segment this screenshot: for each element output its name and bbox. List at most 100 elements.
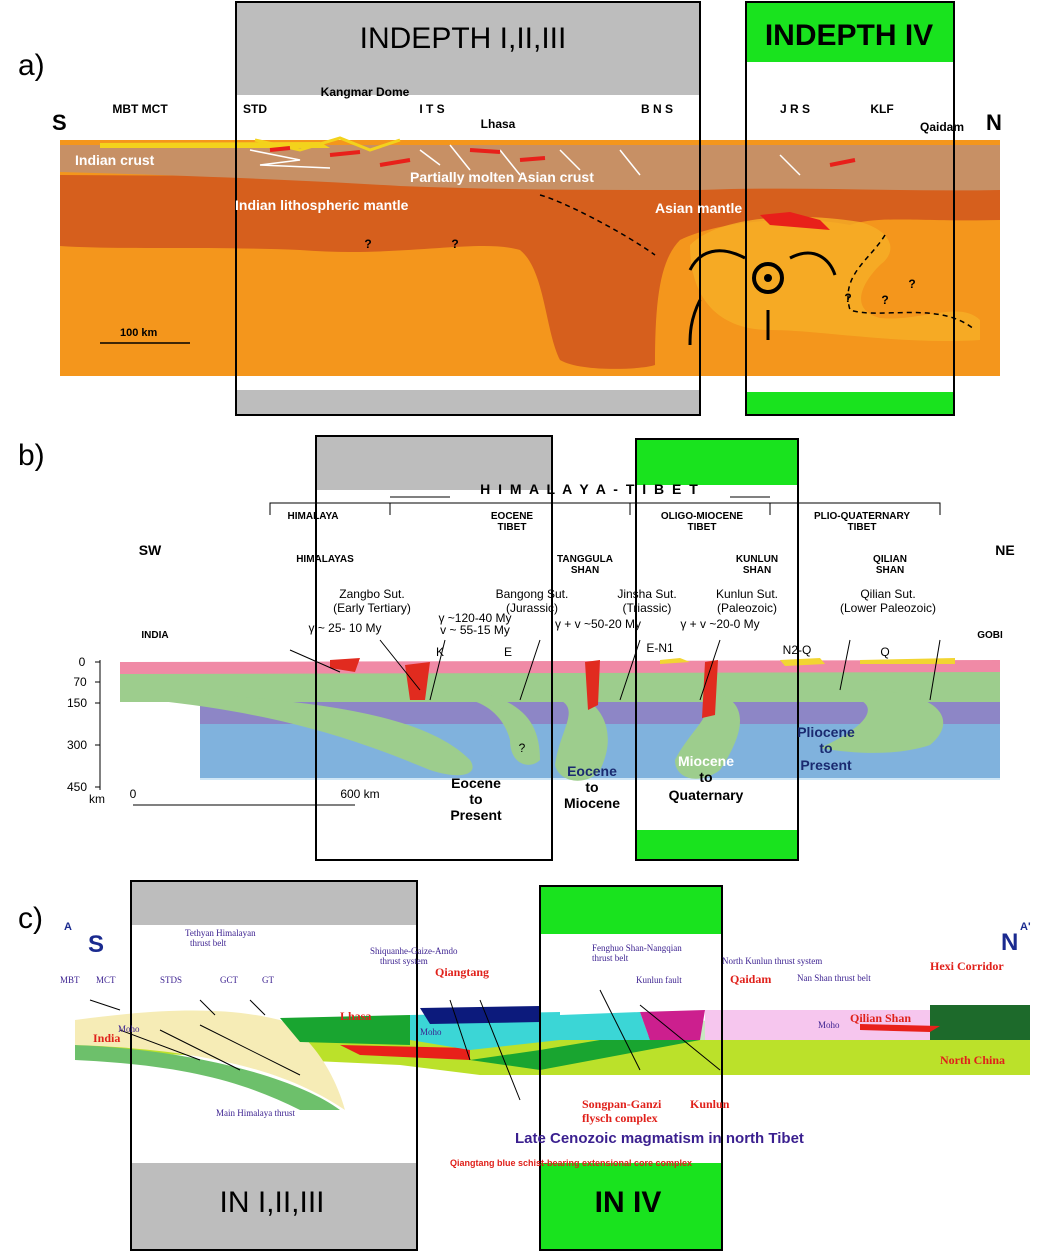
label: γ + v ~20-0 My xyxy=(680,617,759,631)
label: Indian crust xyxy=(75,152,155,168)
label: HIMALAYA xyxy=(288,511,339,522)
label: MBT MCT xyxy=(112,102,168,116)
box xyxy=(131,881,417,925)
label: K xyxy=(436,645,444,659)
label: GCT xyxy=(220,975,239,985)
label: GT xyxy=(262,975,274,985)
label: IN I,II,III xyxy=(219,1186,324,1219)
label: (Paleozoic) xyxy=(717,601,777,615)
label: A xyxy=(64,921,72,933)
label: (Early Tertiary) xyxy=(333,601,411,615)
label: TANGGULA xyxy=(557,554,613,565)
label: H I M A L A Y A - T I B E T xyxy=(480,481,700,497)
label: TIBET xyxy=(848,522,877,533)
label: INDIA xyxy=(141,630,168,641)
label: OLIGO-MIOCENE xyxy=(661,511,744,522)
label: ? xyxy=(519,741,526,755)
label: γ + v ~50-20 My xyxy=(555,617,641,631)
label: Late Cenozoic magmatism in north Tibet xyxy=(515,1130,804,1147)
label: Q xyxy=(880,645,889,659)
label: Qilian Sut. xyxy=(860,587,915,601)
shape xyxy=(640,1010,705,1040)
label: TIBET xyxy=(688,522,717,533)
label: IN IV xyxy=(595,1186,662,1219)
label: Asian mantle xyxy=(655,200,742,216)
label: Lhasa xyxy=(340,1009,371,1023)
label: c) xyxy=(18,902,43,935)
label: S xyxy=(52,110,67,135)
label: to xyxy=(469,791,482,807)
label: Qaidam xyxy=(920,120,964,134)
label: to xyxy=(585,779,598,795)
label: Qaidam xyxy=(730,972,771,986)
label: Indian lithospheric mantle xyxy=(235,197,409,213)
label: I T S xyxy=(419,102,444,116)
label: ? xyxy=(908,277,915,291)
label: INDEPTH IV xyxy=(765,19,933,52)
symbol xyxy=(764,274,772,282)
label: SW xyxy=(139,542,162,558)
label: SHAN xyxy=(876,565,904,576)
label: Eocene xyxy=(567,763,617,779)
label: 600 km xyxy=(340,787,379,801)
label: Nan Shan thrust belt xyxy=(797,973,871,983)
label: thrust belt xyxy=(190,938,227,948)
label: 100 km xyxy=(120,327,158,339)
label: A' xyxy=(1020,921,1031,933)
label: Moho xyxy=(118,1024,140,1034)
label: PLIO-QUATERNARY xyxy=(814,511,910,522)
label: India xyxy=(93,1031,120,1045)
label: NE xyxy=(995,542,1014,558)
label: EOCENE xyxy=(491,511,534,522)
label: SHAN xyxy=(743,565,771,576)
shape xyxy=(560,1012,650,1040)
label: Kunlun Sut. xyxy=(716,587,778,601)
label: 70 xyxy=(73,675,87,689)
label: Kunlun xyxy=(690,1097,730,1111)
label: Kunlun fault xyxy=(636,975,682,985)
label: B N S xyxy=(641,102,673,116)
label: N2-Q xyxy=(783,643,812,657)
label: γ ~ 25- 10 My xyxy=(308,621,381,635)
label: Jinsha Sut. xyxy=(617,587,676,601)
label: to xyxy=(699,769,712,785)
label: STDS xyxy=(160,975,182,985)
shape xyxy=(420,1006,540,1024)
label: MCT xyxy=(96,975,116,985)
label: Moho xyxy=(420,1027,442,1037)
label: ? xyxy=(364,237,371,251)
label: (Lower Paleozoic) xyxy=(840,601,936,615)
label: Qilian Shan xyxy=(850,1011,911,1025)
label: thrust system xyxy=(380,956,428,966)
label: 150 xyxy=(67,696,87,710)
label: Present xyxy=(800,757,852,773)
label: km xyxy=(89,792,105,806)
label: ? xyxy=(881,293,888,307)
label: TIBET xyxy=(498,522,527,533)
shape xyxy=(100,142,330,148)
label: Present xyxy=(450,807,502,823)
label: thrust belt xyxy=(592,953,629,963)
label: 0 xyxy=(130,787,137,801)
label: SHAN xyxy=(571,565,599,576)
panel-c: c) IN I,II,III IN IV A S N A' Tethyan Hi… xyxy=(18,881,1031,1250)
label: HIMALAYAS xyxy=(296,554,354,565)
label: 300 xyxy=(67,738,87,752)
shape xyxy=(930,1005,1030,1040)
label: Qiangtang xyxy=(435,965,489,979)
label: Quaternary xyxy=(669,787,744,803)
label: Bangong Sut. xyxy=(496,587,569,601)
label: J R S xyxy=(780,102,810,116)
label: INDEPTH I,II,III xyxy=(360,22,567,55)
label: flysch complex xyxy=(582,1111,658,1125)
panel-b: b) H I M A L A Y A - T I B E T HIMALAYA … xyxy=(18,436,1015,860)
box xyxy=(636,830,798,860)
box xyxy=(746,392,954,415)
label: Shiquanhe-Gaize-Amdo xyxy=(370,946,458,956)
label: (Triassic) xyxy=(623,601,672,615)
label: Hexi Corridor xyxy=(930,959,1004,973)
label: Pliocene xyxy=(797,724,855,740)
label: N xyxy=(1001,929,1018,956)
label: (Jurassic) xyxy=(506,601,558,615)
label: KUNLUN xyxy=(736,554,778,565)
